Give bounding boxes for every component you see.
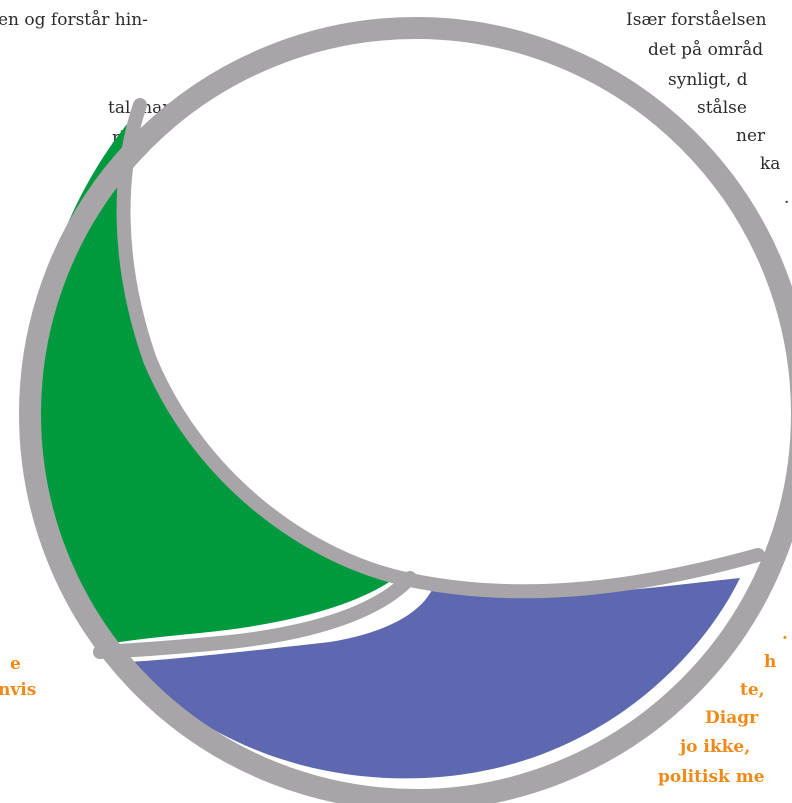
emphasis-line: h xyxy=(764,652,777,672)
emphasis-line: . xyxy=(782,624,788,644)
emphasis-line: politisk me xyxy=(658,767,765,787)
emphasis-line: jo ikke, xyxy=(680,737,751,757)
text-line: en og forstår hin- xyxy=(0,10,148,30)
blue-segment xyxy=(128,578,740,779)
divider-curve xyxy=(93,571,417,659)
emphasis-line: e xyxy=(10,654,21,674)
text-line: . xyxy=(784,188,790,208)
outer-ring xyxy=(19,17,792,803)
text-line: det på områd xyxy=(648,40,764,60)
emphasis-line: nvis xyxy=(0,680,37,700)
divider-curve xyxy=(116,98,765,599)
text-line: ka xyxy=(760,154,781,174)
text-line: ner xyxy=(736,126,766,146)
text-line: synligt, d xyxy=(668,70,748,90)
text-line: Især forståelsen xyxy=(626,10,767,30)
emphasis-line: te, xyxy=(740,680,765,700)
emphasis-line: Diagr xyxy=(705,708,759,728)
text-line: stålse xyxy=(697,98,747,118)
